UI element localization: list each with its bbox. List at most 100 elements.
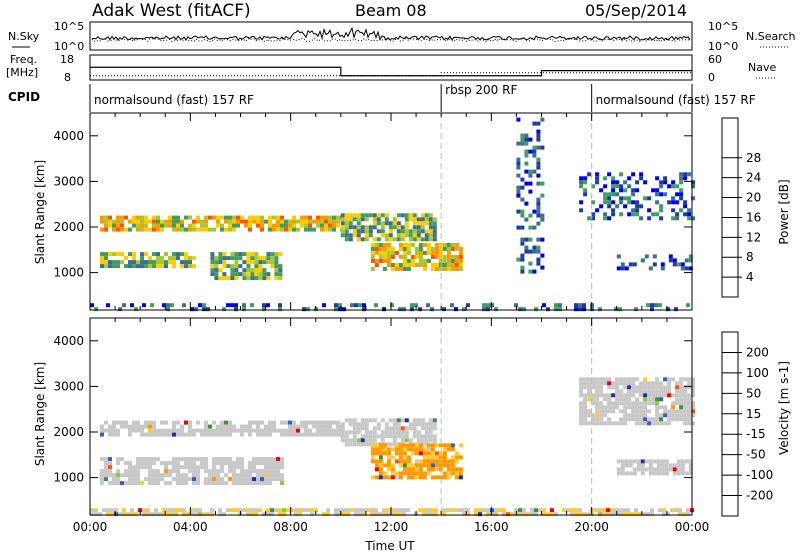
data-cell <box>378 443 383 448</box>
data-cell <box>166 307 170 312</box>
data-cell <box>410 471 415 476</box>
data-cell <box>130 508 134 513</box>
data-cell <box>100 256 104 261</box>
data-cell <box>308 432 312 437</box>
data-cell <box>623 413 628 418</box>
data-cell <box>168 260 172 265</box>
data-cell <box>687 208 692 213</box>
data-cell <box>655 212 660 217</box>
data-cell <box>684 471 689 476</box>
data-cell <box>514 303 518 308</box>
data-cell <box>328 424 332 429</box>
data-cell <box>679 385 684 390</box>
data-cell <box>358 512 362 517</box>
data-cell <box>627 397 632 402</box>
data-cell <box>280 428 284 433</box>
data-cell <box>676 262 681 267</box>
velocity-heatmap <box>90 377 696 517</box>
data-cell <box>603 405 608 410</box>
data-cell <box>298 508 302 513</box>
data-cell <box>646 512 650 517</box>
data-cell <box>667 377 672 382</box>
data-cell <box>272 465 276 470</box>
data-cell <box>352 430 357 435</box>
data-cell <box>176 420 180 425</box>
data-cell <box>392 434 397 439</box>
data-cell <box>650 303 654 308</box>
data-cell <box>526 512 530 517</box>
data-cell <box>655 409 660 414</box>
data-cell <box>378 512 382 517</box>
data-cell <box>216 223 220 228</box>
data-cell <box>595 381 600 386</box>
data-cell <box>266 252 271 257</box>
data-cell <box>599 389 604 394</box>
data-cell <box>380 225 385 230</box>
data-cell <box>112 424 116 429</box>
data-cell <box>264 457 268 462</box>
data-cell <box>176 215 180 220</box>
data-cell <box>595 417 600 422</box>
data-cell <box>100 252 104 257</box>
data-cell <box>272 420 276 425</box>
data-cell <box>396 430 401 435</box>
data-cell <box>687 172 692 177</box>
data-cell <box>178 508 182 513</box>
data-cell <box>680 467 685 472</box>
data-cell <box>374 259 379 263</box>
data-cell <box>334 512 338 517</box>
data-cell <box>624 459 629 464</box>
data-cell <box>164 223 168 228</box>
data-cell <box>204 432 208 437</box>
data-cell <box>188 223 192 228</box>
data-cell <box>242 260 247 265</box>
data-cell <box>392 237 397 242</box>
data-cell <box>164 481 168 486</box>
data-cell <box>486 512 490 517</box>
data-cell <box>603 397 608 402</box>
data-cell <box>518 512 522 517</box>
data-cell <box>254 508 258 513</box>
data-cell <box>688 258 693 263</box>
data-cell <box>328 432 332 437</box>
data-cell <box>382 447 387 452</box>
data-cell <box>148 473 152 478</box>
data-cell <box>386 451 391 456</box>
data-cell <box>116 215 120 220</box>
data-cell <box>640 471 645 476</box>
data-cell <box>442 508 446 513</box>
data-cell <box>222 252 227 257</box>
data-cell <box>288 424 292 429</box>
data-cell <box>140 219 144 224</box>
data-cell <box>344 430 349 435</box>
freq-trace <box>90 66 692 77</box>
data-cell <box>672 467 677 472</box>
data-cell <box>388 426 393 431</box>
data-cell <box>422 459 427 464</box>
data-cell <box>595 389 600 394</box>
data-cell <box>208 477 212 482</box>
data-cell <box>688 463 693 468</box>
data-cell <box>124 481 128 486</box>
data-cell <box>402 243 407 247</box>
data-cell <box>643 417 648 422</box>
data-cell <box>374 463 379 468</box>
data-cell <box>148 465 152 470</box>
data-cell <box>450 263 455 267</box>
data-cell <box>651 397 656 402</box>
data-cell <box>647 401 652 406</box>
data-cell <box>282 512 286 517</box>
data-cell <box>300 219 304 224</box>
data-cell <box>128 219 132 224</box>
data-cell <box>528 261 533 266</box>
data-cell <box>308 223 312 228</box>
data-cell <box>658 303 662 308</box>
data-cell <box>276 219 280 224</box>
data-cell <box>402 447 407 452</box>
data-cell <box>206 307 210 312</box>
data-cell <box>382 443 387 448</box>
data-cell <box>104 260 108 265</box>
data-cell <box>132 219 136 224</box>
data-cell <box>402 459 407 464</box>
nave-right-tick-top: 60 <box>708 53 722 66</box>
